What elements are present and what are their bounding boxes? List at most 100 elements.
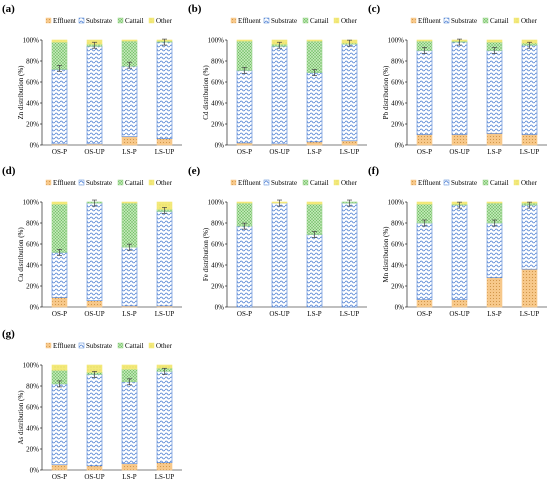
- bar-substrate-ls-p: [486, 222, 503, 278]
- bar-other-os-p: [51, 39, 68, 43]
- y-tick-label: 100%: [23, 36, 40, 44]
- bar-substrate-os-p: [51, 69, 68, 145]
- x-tick-label: LS-UP: [155, 473, 175, 481]
- legend-label-other: Other: [521, 179, 538, 187]
- bar-substrate-os-up: [271, 202, 288, 308]
- x-tick-label: LS-P: [122, 473, 137, 481]
- y-tick-label: 80%: [26, 382, 39, 390]
- x-tick-label: LS-P: [307, 148, 322, 156]
- x-tick-label: OS-P: [52, 473, 67, 481]
- bar-substrate-os-p: [416, 222, 433, 300]
- legend-label-substrate: Substrate: [271, 179, 297, 187]
- legend-swatch-substrate: [263, 17, 270, 24]
- legend-swatch-other: [148, 179, 155, 186]
- legend-label-effluent: Effluent: [53, 17, 76, 25]
- bar-other-os-p: [51, 364, 68, 371]
- bar-other-os-p: [236, 201, 253, 204]
- legend-label-substrate: Substrate: [451, 17, 477, 25]
- legend-swatch-other: [333, 17, 340, 24]
- legend-swatch-substrate: [263, 179, 270, 186]
- y-tick-label: 80%: [26, 57, 39, 65]
- bar-other-os-p: [416, 39, 433, 42]
- bar-substrate-ls-up: [156, 370, 173, 463]
- x-tick-label: OS-UP: [84, 148, 104, 156]
- legend-swatch-other: [513, 179, 520, 186]
- legend-swatch-other: [513, 17, 520, 24]
- x-tick-label: LS-UP: [155, 310, 175, 318]
- bar-effluent-ls-up: [521, 268, 538, 308]
- y-tick-label: 100%: [388, 198, 405, 206]
- y-tick-label: 0%: [30, 303, 40, 311]
- legend-label-cattail: Cattail: [310, 17, 329, 25]
- bar-substrate-os-p: [51, 383, 68, 466]
- y-tick-label: 80%: [211, 219, 224, 227]
- bar-effluent-ls-p: [121, 463, 138, 471]
- panel-label: (f): [368, 165, 379, 177]
- legend-label-cattail: Cattail: [310, 179, 329, 187]
- legend-swatch-substrate: [78, 17, 85, 24]
- bar-effluent-os-up: [451, 134, 468, 146]
- x-tick-label: OS-UP: [84, 473, 104, 481]
- bar-substrate-ls-p: [306, 234, 323, 308]
- x-tick-label: OS-UP: [269, 310, 289, 318]
- legend-swatch-other: [333, 179, 340, 186]
- bar-substrate-ls-p: [121, 65, 138, 137]
- x-tick-label: OS-P: [417, 148, 432, 156]
- y-tick-label: 100%: [23, 361, 40, 369]
- y-tick-label: 80%: [211, 57, 224, 65]
- y-tick-label: 40%: [391, 261, 404, 269]
- bar-substrate-os-up: [86, 45, 103, 145]
- legend-swatch-effluent: [45, 179, 52, 186]
- y-tick-label: 100%: [23, 198, 40, 206]
- legend-swatch-substrate: [78, 179, 85, 186]
- legend-label-cattail: Cattail: [125, 179, 144, 187]
- legend-label-effluent: Effluent: [53, 342, 76, 350]
- y-tick-label: 40%: [391, 99, 404, 107]
- legend-label-effluent: Effluent: [418, 17, 441, 25]
- bar-substrate-ls-up: [156, 211, 173, 307]
- y-axis-label: Cu distribution (%): [17, 227, 25, 282]
- bar-substrate-ls-p: [486, 50, 503, 134]
- bar-other-ls-up: [156, 364, 173, 369]
- bar-substrate-ls-up: [521, 204, 538, 270]
- legend-label-substrate: Substrate: [451, 179, 477, 187]
- legend-swatch-effluent: [230, 179, 237, 186]
- y-tick-label: 0%: [30, 466, 40, 474]
- legend-label-other: Other: [156, 342, 173, 350]
- bar-effluent-ls-up: [156, 462, 173, 471]
- panel-label: (b): [188, 3, 202, 15]
- bar-substrate-os-p: [51, 252, 68, 298]
- legend-swatch-effluent: [45, 17, 52, 24]
- bar-effluent-ls-up: [156, 138, 173, 146]
- y-tick-label: 40%: [211, 261, 224, 269]
- legend-label-substrate: Substrate: [86, 342, 112, 350]
- bar-effluent-ls-up: [341, 140, 358, 146]
- y-axis-label: As distribution (%): [17, 390, 25, 445]
- legend-swatch-effluent: [230, 17, 237, 24]
- y-tick-label: 60%: [26, 78, 39, 86]
- chart-panel-a: (a) Effluent Substrate Cattail Other 0% 20% 40%…: [2, 3, 182, 156]
- bar-substrate-os-p: [416, 50, 433, 135]
- legend-swatch-effluent: [45, 342, 52, 349]
- legend-label-cattail: Cattail: [490, 179, 509, 187]
- chart-panel-f: (f) Effluent Substrate Cattail Other 0% 20% 40%…: [368, 165, 547, 318]
- bar-substrate-os-up: [86, 374, 103, 467]
- legend-label-substrate: Substrate: [86, 17, 112, 25]
- bar-cattail-ls-p: [306, 203, 323, 235]
- y-tick-label: 60%: [391, 240, 404, 248]
- bar-substrate-os-p: [236, 225, 253, 308]
- chart-panel-d: (d) Effluent Substrate Cattail Other 0% 20% 40%…: [2, 165, 182, 318]
- y-tick-label: 0%: [215, 303, 225, 311]
- bar-effluent-ls-p: [306, 141, 323, 146]
- bar-substrate-ls-up: [341, 202, 358, 308]
- x-tick-label: LS-UP: [340, 148, 360, 156]
- y-tick-label: 40%: [211, 99, 224, 107]
- x-tick-label: LS-P: [487, 148, 502, 156]
- legend-label-other: Other: [341, 17, 358, 25]
- bar-substrate-os-p: [236, 70, 253, 144]
- y-tick-label: 80%: [391, 57, 404, 65]
- panel-label: (d): [2, 165, 16, 177]
- bar-other-os-p: [416, 201, 433, 205]
- x-tick-label: LS-UP: [340, 310, 360, 318]
- y-tick-label: 20%: [391, 282, 404, 290]
